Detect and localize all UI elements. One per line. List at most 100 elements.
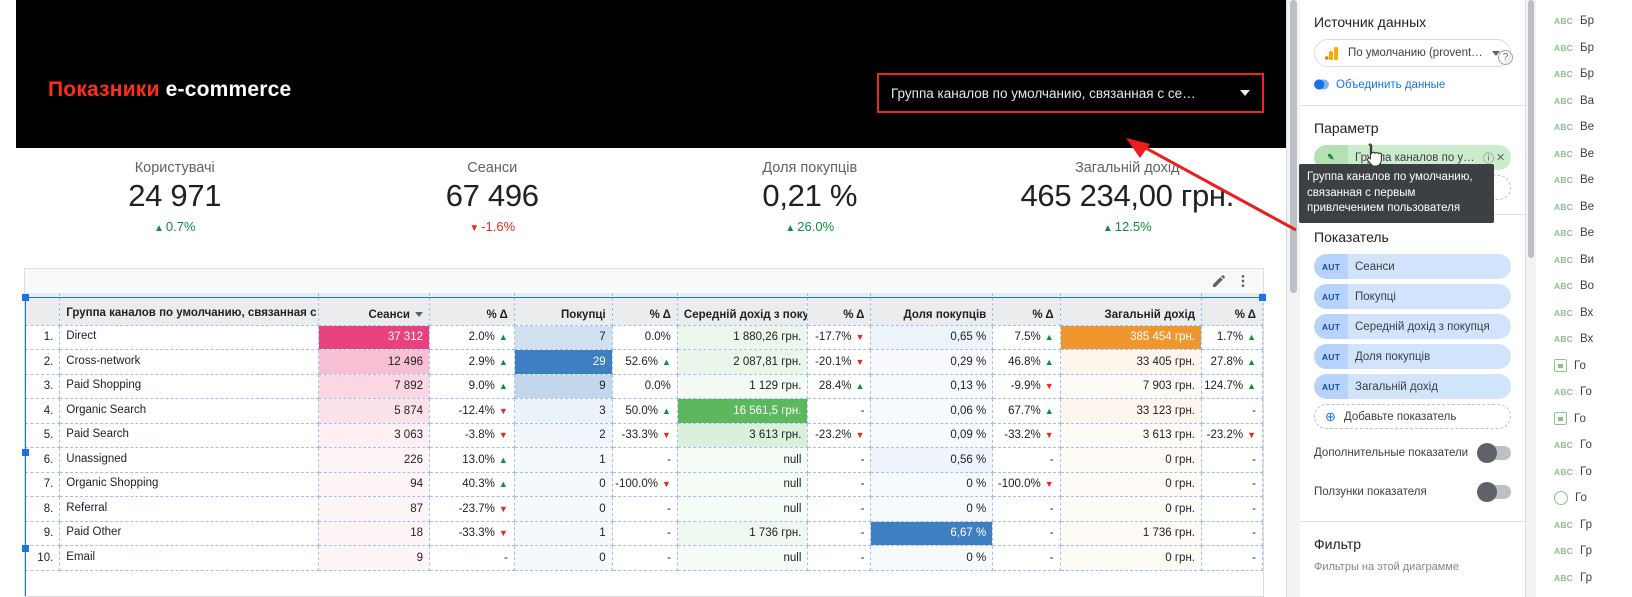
field-list-item[interactable]: ABC Бр: [1536, 61, 1632, 88]
panel-scrollbar-track[interactable]: [1287, 0, 1300, 597]
field-list-item[interactable]: ABC Вх: [1536, 326, 1632, 353]
more-vert-icon[interactable]: [1235, 273, 1251, 289]
resize-handle-top-right[interactable]: [1259, 294, 1266, 301]
col-header-revenue[interactable]: Загальній дохід: [1060, 293, 1203, 326]
help-icon[interactable]: ?: [1498, 50, 1513, 65]
metric-chip-5[interactable]: AUT Загальній дохід: [1314, 374, 1511, 399]
field-list-item[interactable]: Го: [1536, 485, 1632, 512]
col-header-sessions-delta[interactable]: % Δ: [429, 293, 515, 326]
resize-handle-middle-left[interactable]: [22, 449, 29, 456]
cell-revenue: 33 405 грн.: [1060, 349, 1203, 375]
channel-group-dropdown[interactable]: Группа каналов по умолчанию, связанная с…: [877, 73, 1264, 113]
table-row[interactable]: 1. Direct 37 312 2.0% ▲ 7 0.0% 1 880,26 грн. -17…: [25, 325, 1263, 350]
metric-chip-1[interactable]: AUT Сеанси: [1314, 254, 1511, 279]
resize-handle-top-left[interactable]: [22, 294, 29, 301]
field-list-item[interactable]: ABC Го: [1536, 379, 1632, 406]
cell-dimension[interactable]: Email: [59, 545, 320, 571]
report-header-band: Показники e-commerce Группа каналов по у…: [16, 0, 1286, 148]
cell-delta: 9.0% ▲: [429, 374, 515, 399]
col-header-arpu-delta[interactable]: % Δ: [807, 293, 872, 326]
resize-handle-bottom-left[interactable]: [22, 545, 29, 552]
field-list-item[interactable]: ABC Ве: [1536, 167, 1632, 194]
add-metric-button[interactable]: ⊕ Добавьте показатель: [1314, 404, 1511, 429]
metric-sliders-toggle[interactable]: [1477, 482, 1511, 502]
fieldlist-scrollbar-thumb[interactable]: [1528, 0, 1534, 258]
field-list-item[interactable]: ABC Го: [1536, 432, 1632, 459]
cell-delta: 28.4% ▲: [807, 374, 872, 399]
table-row[interactable]: 3. Paid Shopping 7 892 9.0% ▲ 9 0.0% 1 129 грн.…: [25, 374, 1263, 399]
cell-index: 6.: [25, 447, 61, 473]
col-header-buyers[interactable]: Покупці: [514, 293, 613, 326]
cell-dimension[interactable]: Paid Other: [59, 521, 320, 546]
blend-data-link[interactable]: Объединить данные: [1314, 78, 1511, 91]
cell-dimension[interactable]: Paid Shopping: [59, 374, 320, 399]
field-list-item[interactable]: ABC Ва: [1536, 88, 1632, 115]
field-list-item[interactable]: Го: [1536, 353, 1632, 380]
field-list-item[interactable]: ABC Ве: [1536, 194, 1632, 221]
cell-delta: -: [1201, 447, 1263, 473]
cell-dimension[interactable]: Cross-network: [59, 349, 320, 375]
metric-sliders-row[interactable]: Ползунки показателя: [1314, 477, 1511, 507]
chevron-down-icon[interactable]: [1492, 50, 1500, 56]
field-list-item[interactable]: Го: [1536, 406, 1632, 433]
col-header-arpu[interactable]: Середній дохід з покупця: [677, 293, 809, 326]
field-list-item[interactable]: ABC Ве: [1536, 114, 1632, 141]
col-header-buyers-delta[interactable]: % Δ: [612, 293, 678, 326]
table-row[interactable]: 5. Paid Search 3 063 -3.8% ▼ 2 -33.3% ▼ 3 613 гр…: [25, 423, 1263, 448]
metric-chip-2[interactable]: AUT Покупці: [1314, 284, 1511, 309]
col-header-buyer-share-delta[interactable]: % Δ: [992, 293, 1061, 326]
scorecard-buyer-share[interactable]: Доля покупців 0,21 % ▲ 26.0%: [651, 160, 969, 255]
metric-chip-label: Сеанси: [1355, 260, 1395, 273]
close-icon[interactable]: ✕: [1496, 152, 1506, 164]
cell-revenue: 7 903 грн.: [1060, 374, 1203, 399]
fieldlist-scrollbar-track[interactable]: [1526, 0, 1536, 597]
field-list-item[interactable]: ABC Бр: [1536, 8, 1632, 35]
pencil-icon[interactable]: [1211, 273, 1227, 289]
field-list-item[interactable]: ABC Ве: [1536, 141, 1632, 168]
info-icon[interactable]: ⓘ: [1483, 152, 1494, 165]
data-source-selector[interactable]: По умолчанию (provent.ua –…: [1314, 39, 1511, 67]
scorecard-users[interactable]: Користувачі 24 971 ▲ 0.7%: [16, 160, 334, 255]
field-list-item[interactable]: ABC Во: [1536, 273, 1632, 300]
table-row[interactable]: 8. Referral 87 -23.7% ▼ 0- null -0 % -0 грн. -: [25, 496, 1263, 522]
cell-dimension[interactable]: Paid Search: [59, 423, 320, 448]
arrow-up-icon: ▲: [1247, 332, 1256, 343]
col-header-revenue-delta[interactable]: % Δ: [1201, 293, 1263, 326]
report-table-widget[interactable]: Группа каналов по умолчанию, связанная с…: [22, 268, 1266, 597]
field-list-item[interactable]: ABC Ве: [1536, 220, 1632, 247]
col-header-sessions[interactable]: Сеанси: [318, 293, 430, 326]
field-list-item[interactable]: ABC Вх: [1536, 300, 1632, 327]
table-row[interactable]: 9. Paid Other 18 -33.3% ▼ 1-1 736 грн. -6,67 %…: [25, 521, 1263, 546]
optional-metrics-row[interactable]: Дополнительные показатели: [1314, 438, 1511, 468]
field-list-item[interactable]: ABC Го: [1536, 459, 1632, 486]
table-row[interactable]: 7. Organic Shopping 94 40.3% ▲ 0 -100.0% ▼ null -…: [25, 472, 1263, 497]
table-row[interactable]: 4. Organic Search 5 874 -12.4% ▼ 3 50.0% ▲ 16 56…: [25, 398, 1263, 424]
table-row[interactable]: 10. Email 9-0- null -0 % -0 грн. -: [25, 545, 1263, 571]
sort-descending-icon[interactable]: [415, 311, 423, 317]
scorecard-sessions[interactable]: Сеанси 67 496 ▼ -1.6%: [334, 160, 652, 255]
table-row[interactable]: 6. Unassigned 226 13.0% ▲ 1- null -0,56 % -0 грн…: [25, 447, 1263, 473]
add-metric-label: Добавьте показатель: [1343, 410, 1457, 423]
col-header-buyer-share[interactable]: Доля покупців: [870, 293, 994, 326]
cell-buyers: 1: [514, 447, 613, 473]
optional-metrics-toggle[interactable]: [1477, 443, 1511, 463]
cell-dimension[interactable]: Referral: [59, 496, 320, 522]
field-list-item-label: Гр: [1580, 518, 1592, 531]
panel-scrollbar-thumb[interactable]: [1290, 0, 1297, 293]
table-row[interactable]: 2. Cross-network 12 496 2.9% ▲ 29 52.6% ▲ 2 087,…: [25, 349, 1263, 375]
cell-dimension[interactable]: Organic Shopping: [59, 472, 320, 497]
cell-dimension[interactable]: Organic Search: [59, 398, 320, 424]
cell-dimension[interactable]: Direct: [59, 325, 320, 350]
metric-chip-4[interactable]: AUT Доля покупців: [1314, 344, 1511, 369]
cell-dimension[interactable]: Unassigned: [59, 447, 320, 473]
col-header-dimension[interactable]: Группа каналов по умолчанию, связанная с…: [59, 293, 320, 326]
table-header-row: Группа каналов по умолчанию, связанная с…: [25, 293, 1263, 326]
metric-chip-3[interactable]: AUT Середній дохід з покупця: [1314, 314, 1511, 339]
field-list-item[interactable]: ABC Ви: [1536, 247, 1632, 274]
field-list-item[interactable]: ABC Бр: [1536, 35, 1632, 62]
scorecard-total-revenue[interactable]: Загальній дохід 465 234,00 грн. ▲ 12.5%: [969, 160, 1287, 255]
